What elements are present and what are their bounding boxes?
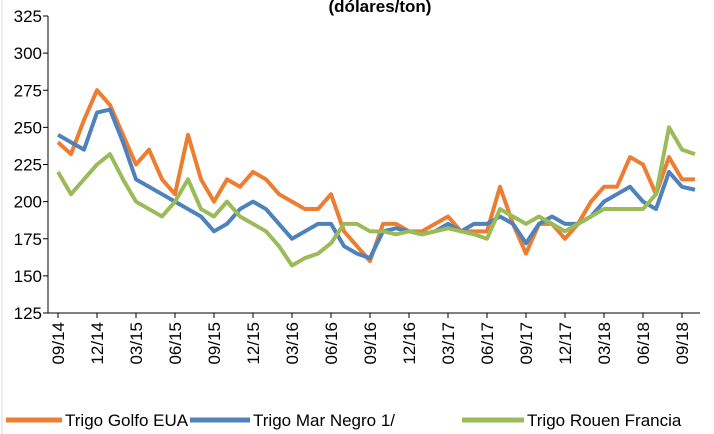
series-line (57, 107, 696, 261)
x-tick-label: 09/15 (205, 322, 224, 365)
y-tick-label: 125 (14, 304, 42, 323)
y-tick-label: 250 (14, 118, 42, 137)
y-tick-label: 175 (14, 230, 42, 249)
x-tick-label: 03/18 (595, 322, 614, 365)
x-tick-label: 09/14 (49, 322, 68, 365)
y-tick-label: 150 (14, 267, 42, 286)
x-tick-label: 06/17 (478, 322, 497, 365)
x-tick-label: 03/17 (439, 322, 458, 365)
x-tick-label: 09/17 (517, 322, 536, 365)
y-tick-label: 325 (14, 7, 42, 26)
x-tick-label: 06/18 (634, 322, 653, 365)
x-tick-label: 03/15 (127, 322, 146, 365)
series-line (56, 88, 695, 264)
x-tick-label: 06/15 (166, 322, 185, 365)
series-line (56, 125, 696, 268)
y-tick-label: 300 (14, 44, 42, 63)
y-tick-label: 225 (14, 156, 42, 175)
x-tick-label: 12/14 (88, 322, 107, 365)
x-tick-label: 12/16 (400, 322, 419, 365)
x-tick-label: 06/16 (322, 322, 341, 365)
chart-title: (dólares/ton) (329, 0, 432, 16)
legend-label: Trigo Rouen Francia (527, 411, 682, 430)
y-tick-label: 275 (14, 81, 42, 100)
x-tick-label: 09/18 (673, 322, 692, 365)
x-tick-label: 12/15 (244, 322, 263, 365)
legend-label: Trigo Golfo EUA (65, 411, 189, 430)
x-tick-label: 03/16 (283, 322, 302, 365)
y-tick-label: 200 (14, 193, 42, 212)
x-tick-label: 09/16 (361, 322, 380, 365)
x-tick-label: 12/17 (556, 322, 575, 365)
legend-label: Trigo Mar Negro 1/ (253, 411, 395, 430)
